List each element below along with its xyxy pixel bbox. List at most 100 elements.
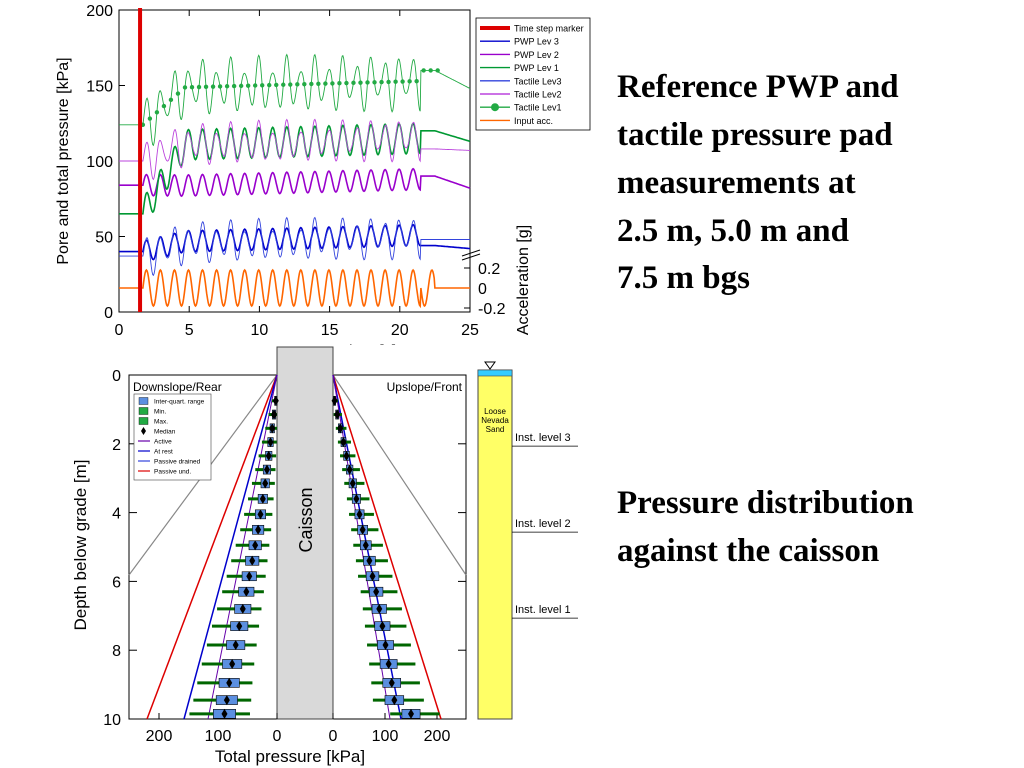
water-surface <box>477 369 513 377</box>
slide-text-line: measurements at <box>617 164 856 201</box>
median-marker-left <box>269 423 276 434</box>
series-point <box>189 84 195 90</box>
series-point <box>196 84 202 90</box>
series-line-tactile-lev2 <box>119 118 470 181</box>
series-point <box>267 82 272 88</box>
y-tick-label: 10 <box>103 712 121 729</box>
series-point <box>309 81 314 87</box>
series-point <box>372 80 377 85</box>
soil-label: Loose <box>484 407 506 416</box>
series-point <box>168 97 174 103</box>
series-point <box>175 91 181 96</box>
median-marker-left <box>236 621 243 632</box>
series-point <box>428 68 433 73</box>
legend: Inter-quart. range Min. Max. Median Active At… <box>133 393 212 481</box>
median-marker-right <box>373 586 380 597</box>
soil-column <box>477 369 513 720</box>
left-title: Downslope/Rear <box>133 380 222 394</box>
legend-label: Input acc. <box>514 116 553 126</box>
series-line-tactile-lev3 <box>119 216 470 277</box>
series-point <box>217 84 223 89</box>
theory-line-left <box>207 374 278 720</box>
y-tick-label: 200 <box>86 3 113 20</box>
median-marker-left <box>272 395 279 406</box>
theory-line-left <box>146 374 278 720</box>
x-tick-label: 200 <box>424 728 451 745</box>
soil-label: Sand <box>486 425 505 434</box>
x-tick-label: 0 <box>329 728 338 745</box>
legend-swatch <box>138 417 149 425</box>
median-marker-right <box>408 708 414 719</box>
inst-level-label: Inst. level 3 <box>515 432 571 444</box>
median-marker-left <box>265 450 272 461</box>
x-tick-label: 5 <box>185 322 194 339</box>
median-marker-right <box>366 555 373 566</box>
legend-label: Active <box>154 439 172 446</box>
median-marker-right <box>340 437 347 448</box>
legend-label: Tactile Lev3 <box>514 76 562 86</box>
y-tick-label: 0 <box>112 368 121 385</box>
median-marker-right <box>337 423 344 434</box>
x-tick-label: 200 <box>146 728 173 745</box>
series-point <box>344 80 349 86</box>
series-point <box>407 79 412 84</box>
series-line-pwp-lev-2 <box>119 167 471 198</box>
series-point <box>337 81 342 86</box>
series-point <box>393 79 398 84</box>
series-point <box>316 81 321 87</box>
acc-tick-label: -0.2 <box>478 301 506 318</box>
median-marker-left <box>229 658 236 669</box>
median-marker-left <box>263 464 270 475</box>
series-point <box>379 79 384 85</box>
median-marker-left <box>226 677 233 688</box>
legend-label: PWP Lev 3 <box>514 37 559 47</box>
median-marker-right <box>382 640 389 651</box>
water-level-icon <box>484 361 496 370</box>
x-axis-label: Time [s] <box>340 343 396 345</box>
median-marker-right <box>379 621 386 632</box>
theory-line-left <box>183 374 278 720</box>
legend-label: PWP Lev 1 <box>514 63 559 73</box>
series-point <box>245 83 251 88</box>
y-axis-label: Depth below grade [m] <box>71 459 90 630</box>
legend-label: At rest <box>154 449 173 456</box>
series-point <box>351 80 356 86</box>
series-point <box>323 81 328 86</box>
series-point <box>421 68 426 73</box>
pressure-distribution-chart: Caisson 0 2 4 6 8 10 200 100 0 0 100 200 Total pressu… <box>71 346 578 766</box>
y-axis-label: Pore and total pressure [kPa] <box>55 57 72 264</box>
median-marker-left <box>255 524 262 535</box>
series-point <box>302 81 307 87</box>
axis-break <box>461 253 481 261</box>
x-tick-label: 25 <box>461 322 479 339</box>
y-tick-label: 50 <box>95 230 113 247</box>
acc-tick-label: 0.2 <box>478 261 500 278</box>
legend-label: PWP Lev 2 <box>514 50 559 60</box>
theory-line-right <box>332 374 467 576</box>
acc-tick-label: 0 <box>478 281 487 298</box>
series-point <box>210 84 216 89</box>
series-point <box>414 78 419 84</box>
series-point <box>224 84 230 89</box>
series-point <box>288 82 293 87</box>
series-point <box>238 83 244 89</box>
median-marker-left <box>271 409 278 420</box>
legend-label: Max. <box>154 419 168 426</box>
median-marker-left <box>223 695 230 706</box>
median-marker-left <box>239 603 246 614</box>
median-marker-right <box>369 571 376 582</box>
series-point <box>154 110 160 115</box>
series-point <box>295 82 300 87</box>
x-tick-label: 20 <box>391 322 409 339</box>
median-marker-left <box>257 509 264 520</box>
series-point <box>182 85 188 90</box>
median-marker-right <box>331 395 338 406</box>
legend-swatch <box>141 427 146 435</box>
median-marker-right <box>349 478 356 489</box>
y-tick-label: 150 <box>86 79 113 96</box>
median-marker-right <box>346 464 353 475</box>
series-point <box>161 103 167 109</box>
slide-text-top: Reference PWP and tactile pressure pad m… <box>617 64 899 303</box>
x-axis-label: Total pressure [kPa] <box>215 747 365 766</box>
legend-box <box>133 393 212 481</box>
